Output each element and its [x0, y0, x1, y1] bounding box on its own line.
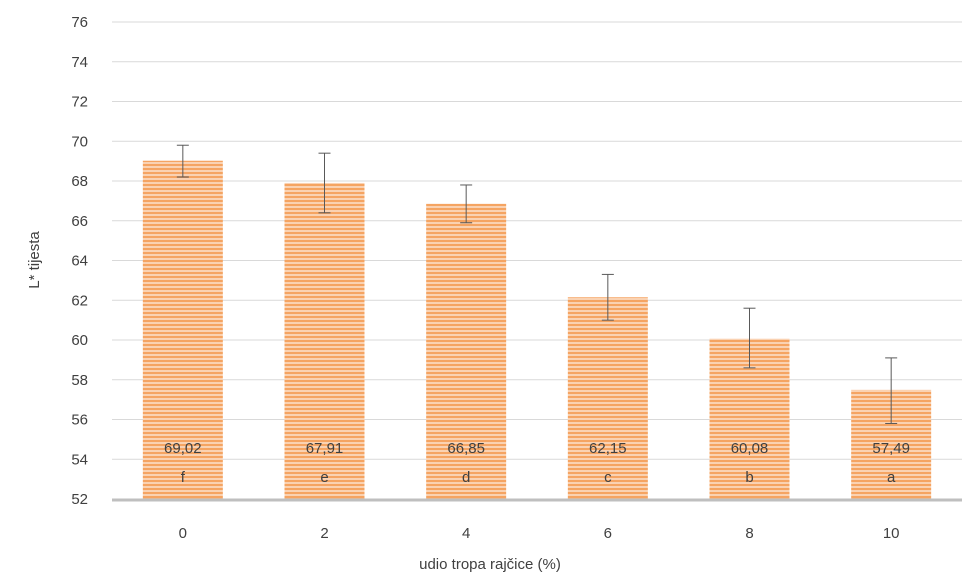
- x-tick-label: 10: [883, 525, 900, 542]
- y-axis-ticks: 52 54 56 58 60 62 64 66 68 70 72 74 76: [71, 14, 88, 508]
- gridlines: [112, 21, 962, 460]
- x-tick-label: 8: [745, 525, 753, 542]
- x-tick-label: 6: [604, 525, 612, 542]
- bar-value-label: 62,15: [589, 440, 627, 457]
- bar: [426, 203, 507, 499]
- y-tick-label: 64: [71, 253, 88, 270]
- x-axis-title: udio tropa rajčice (%): [419, 556, 561, 573]
- bar-value-label: 67,91: [306, 440, 344, 457]
- bar-letter-label: c: [604, 469, 612, 486]
- bar-value-label: 60,08: [731, 440, 769, 457]
- bars: [142, 160, 932, 500]
- x-axis-ticks: 0 2 4 6 8 10: [179, 525, 900, 542]
- y-tick-label: 62: [71, 292, 88, 309]
- y-tick-label: 72: [71, 94, 88, 111]
- y-tick-label: 60: [71, 332, 88, 349]
- y-tick-label: 58: [71, 372, 88, 389]
- bar-letter-label: d: [462, 469, 470, 486]
- bar-letter-label: a: [887, 469, 896, 486]
- y-tick-label: 76: [71, 14, 88, 31]
- bar: [284, 182, 365, 499]
- bar-value-label: 66,85: [447, 440, 485, 457]
- bar-value-label: 69,02: [164, 440, 202, 457]
- y-tick-label: 52: [71, 491, 88, 508]
- bar-letter-label: e: [320, 469, 328, 486]
- bar-letter-label: f: [181, 469, 186, 486]
- bar: [567, 297, 648, 499]
- x-tick-label: 2: [320, 525, 328, 542]
- bar-value-label: 57,49: [872, 440, 910, 457]
- x-tick-label: 0: [179, 525, 187, 542]
- bar: [142, 160, 223, 500]
- y-tick-label: 54: [71, 451, 88, 468]
- y-tick-label: 74: [71, 54, 88, 71]
- y-tick-label: 68: [71, 173, 88, 190]
- y-tick-label: 56: [71, 412, 88, 429]
- y-tick-label: 66: [71, 213, 88, 230]
- error-bars: [176, 144, 898, 424]
- bar-value-labels: 69,02 f 67,91 e 66,85 d 62,15 c 60,08 b 57,49 a: [164, 440, 910, 486]
- y-axis-title: L* tijesta: [26, 231, 43, 289]
- y-tick-label: 70: [71, 133, 88, 150]
- x-tick-label: 4: [462, 525, 470, 542]
- bar-letter-label: b: [745, 469, 753, 486]
